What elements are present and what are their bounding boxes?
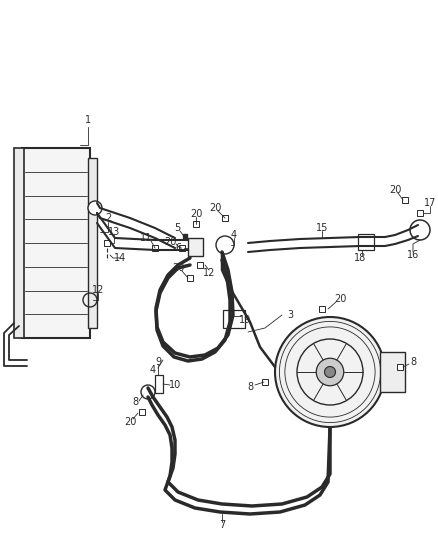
Bar [402, 197, 408, 203]
Text: 17: 17 [424, 198, 436, 208]
Text: 3: 3 [287, 310, 293, 320]
Circle shape [325, 367, 336, 377]
Bar [223, 310, 245, 328]
Text: 14: 14 [114, 253, 126, 263]
Bar [179, 245, 185, 251]
Text: 8: 8 [410, 357, 416, 367]
Text: 11: 11 [140, 233, 152, 243]
Circle shape [88, 201, 102, 215]
Text: 12: 12 [92, 285, 104, 295]
Bar [222, 215, 228, 221]
Bar [187, 275, 193, 281]
Bar [262, 379, 268, 385]
Text: 5: 5 [174, 223, 180, 233]
Text: 20: 20 [164, 237, 176, 247]
Bar [14, 148, 24, 338]
Text: 20: 20 [334, 294, 346, 304]
Text: 19: 19 [239, 315, 251, 325]
Text: 15: 15 [316, 223, 328, 233]
Circle shape [410, 220, 430, 240]
Bar [193, 221, 199, 227]
Circle shape [316, 358, 344, 386]
Text: 20: 20 [124, 417, 136, 427]
Text: 12: 12 [203, 268, 215, 278]
Text: 13: 13 [108, 227, 120, 237]
Text: 20: 20 [209, 203, 221, 213]
Text: 4: 4 [231, 230, 237, 240]
Bar [104, 240, 110, 246]
Bar [197, 262, 203, 268]
Circle shape [275, 317, 385, 427]
Text: 20: 20 [389, 185, 401, 195]
Bar [319, 306, 325, 312]
Text: 4: 4 [150, 365, 156, 375]
Bar [155, 375, 163, 393]
Text: 8: 8 [247, 382, 253, 392]
Bar [152, 245, 158, 251]
Bar [188, 238, 203, 256]
Bar [88, 158, 97, 328]
Text: 10: 10 [169, 380, 181, 390]
Bar [22, 148, 90, 338]
Text: 18: 18 [354, 253, 366, 263]
Text: 7: 7 [219, 520, 225, 530]
Bar [397, 364, 403, 370]
Text: 8: 8 [132, 397, 138, 407]
Bar [358, 234, 374, 250]
Text: 9: 9 [155, 357, 161, 367]
Text: 20: 20 [190, 209, 202, 219]
Bar [380, 352, 405, 392]
Text: 6: 6 [175, 243, 181, 253]
Text: 1: 1 [85, 115, 91, 125]
Text: 16: 16 [407, 250, 419, 260]
Text: 2: 2 [105, 213, 111, 223]
Bar [417, 210, 423, 216]
Bar [139, 409, 145, 415]
Text: 20: 20 [172, 263, 184, 273]
